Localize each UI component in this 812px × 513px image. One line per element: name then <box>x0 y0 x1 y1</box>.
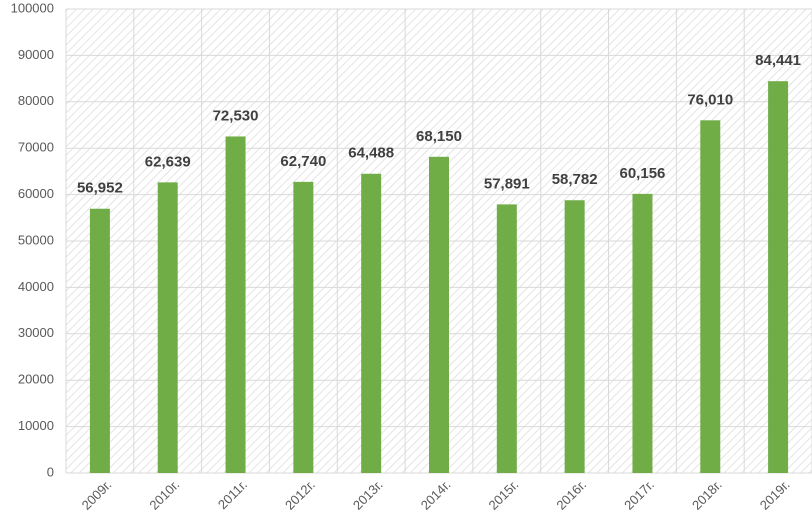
x-tick-label: 2012г. <box>282 477 318 513</box>
x-tick-label: 2011г. <box>215 477 250 512</box>
x-tick-label: 2017г. <box>621 477 657 513</box>
x-tick-label: 2015г. <box>486 477 522 513</box>
y-tick-label: 50000 <box>18 232 54 247</box>
value-label: 76,010 <box>687 91 733 108</box>
value-label: 57,891 <box>484 175 530 192</box>
bar <box>157 182 178 473</box>
x-tick-label: 2016г. <box>553 477 589 513</box>
bar <box>225 136 246 473</box>
y-tick-label: 70000 <box>18 140 54 155</box>
bar <box>564 200 585 473</box>
x-tick-label: 2014г. <box>418 477 454 513</box>
value-label: 72,530 <box>213 107 259 124</box>
bar <box>632 193 653 473</box>
y-tick-label: 100000 <box>11 0 54 15</box>
x-tick-label: 2010г. <box>146 477 182 513</box>
y-tick-label: 10000 <box>18 418 54 433</box>
value-label: 62,740 <box>280 153 326 170</box>
x-tick-label: 2013г. <box>350 477 386 513</box>
value-label: 56,952 <box>77 180 123 197</box>
y-tick-label: 40000 <box>18 279 54 294</box>
bar <box>768 81 789 474</box>
bar <box>496 204 517 474</box>
value-label: 60,156 <box>620 165 666 182</box>
y-tick-label: 0 <box>47 464 54 479</box>
y-tick-label: 90000 <box>18 47 54 62</box>
bar <box>361 173 382 473</box>
bar <box>429 156 449 473</box>
bar <box>89 208 110 473</box>
value-label: 64,488 <box>348 145 394 162</box>
y-tick-label: 20000 <box>18 372 54 387</box>
value-label: 62,639 <box>145 153 191 170</box>
value-label: 84,441 <box>755 52 801 69</box>
y-tick-label: 80000 <box>18 93 54 108</box>
bar <box>293 181 314 473</box>
y-tick-label: 30000 <box>18 325 54 340</box>
x-tick-label: 2018г. <box>689 477 725 513</box>
bar <box>700 120 721 473</box>
value-label: 58,782 <box>552 171 598 188</box>
x-tick-label: 2019г. <box>757 477 793 513</box>
y-tick-label: 60000 <box>18 186 54 201</box>
value-label: 68,150 <box>416 128 462 145</box>
x-tick-label: 2009г. <box>79 477 115 513</box>
